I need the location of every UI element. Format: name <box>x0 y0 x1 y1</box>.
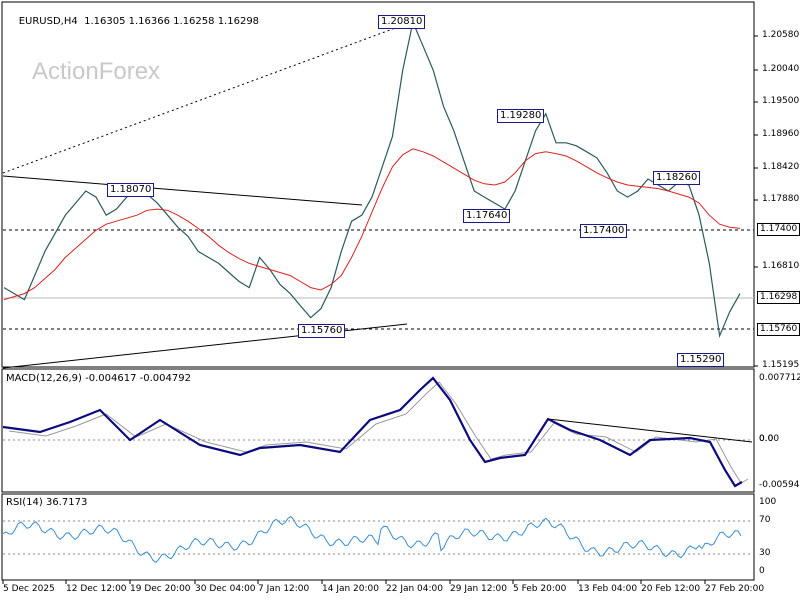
price-axis-label: 1.15195 <box>762 360 800 370</box>
rsi-label: RSI(14) 36.7173 <box>6 497 88 508</box>
macd-axis-label: 0.00 <box>759 434 780 444</box>
price-tag-low[interactable]: 1.15290 <box>677 353 725 367</box>
price-axis-label: 1.20580 <box>762 30 800 40</box>
time-axis-label: 12 Dec 12:00 <box>66 584 127 594</box>
moving-average-line <box>3 148 741 301</box>
lower-channel-trendline[interactable] <box>2 323 408 369</box>
main-panel-frame <box>1 1 755 368</box>
macd-divergence-trendline[interactable] <box>547 418 753 443</box>
macd-label: MACD(12,26,9) -0.004617 -0.004792 <box>6 373 191 384</box>
price-axis-label: 1.17880 <box>762 194 800 204</box>
price-tag-high[interactable]: 1.20810 <box>378 15 426 29</box>
macd-axis-label: -0.005944 <box>759 480 800 490</box>
rsi-axis-label: 0 <box>759 566 765 576</box>
time-axis-label: 19 Dec 20:00 <box>130 584 191 594</box>
time-axis-label: 29 Jan 12:00 <box>450 584 507 594</box>
price-axis-label: 1.18960 <box>762 129 800 139</box>
price-axis-label: 1.20040 <box>762 64 800 74</box>
macd-axis-label: 0.0 <box>759 434 774 444</box>
rsi-axis-label: 70 <box>759 515 771 525</box>
time-axis-label: 13 Feb 04:00 <box>578 584 638 594</box>
support-price-box: 1.15760 <box>757 323 800 336</box>
price-tag[interactable]: 1.18070 <box>107 183 155 197</box>
price-tag[interactable]: 1.17640 <box>463 209 511 223</box>
time-axis-label: 22 Jan 04:00 <box>386 584 443 594</box>
ohlc-values: 1.16305 1.16366 1.16258 1.16298 <box>84 16 260 27</box>
price-tag[interactable]: 1.19280 <box>497 109 545 123</box>
price-axis-ticks <box>754 35 758 367</box>
rsi-line <box>2 515 742 563</box>
price-axis-label: 1.18420 <box>762 162 800 172</box>
price-series-line <box>3 20 741 339</box>
time-axis-label: 5 Dec 2025 <box>3 584 55 594</box>
time-axis-label: 7 Jan 12:00 <box>258 584 310 594</box>
rsi-panel-frame <box>1 493 755 581</box>
current-price-box: 1.16298 <box>757 291 800 304</box>
symbol-header: EURUSD,H4 1.16305 1.16366 1.16258 1.1629… <box>6 5 259 38</box>
rsi-axis-label: 100 <box>759 497 777 507</box>
rsi-axis-label: 30 <box>759 548 771 558</box>
macd-main-line <box>2 376 743 488</box>
price-axis-label: 1.16810 <box>762 261 800 271</box>
price-axis-label: 1.19500 <box>762 96 800 106</box>
price-tag[interactable]: 1.15760 <box>298 324 346 338</box>
time-axis-label: 5 Feb 20:00 <box>513 584 567 594</box>
macd-axis-label: 0.007712 <box>759 373 800 383</box>
price-tag[interactable]: 1.17400 <box>580 224 628 238</box>
macd-signal-line <box>8 381 749 484</box>
time-axis-label: 30 Dec 04:00 <box>195 584 256 594</box>
upper-channel-trendline[interactable] <box>2 175 363 206</box>
time-axis-label: 27 Feb 20:00 <box>705 584 765 594</box>
price-tag[interactable]: 1.18260 <box>653 171 701 185</box>
resistance-price-box: 1.17400 <box>757 223 800 236</box>
time-axis-ticks <box>2 580 706 584</box>
time-axis-label: 14 Jan 20:00 <box>322 584 379 594</box>
watermark-logo: ActionForex <box>32 58 161 85</box>
macd-panel-frame <box>1 368 755 493</box>
time-axis-label: 20 Feb 12:00 <box>641 584 701 594</box>
dotted-trendline[interactable] <box>2 19 418 174</box>
symbol-label: EURUSD,H4 <box>18 16 78 27</box>
